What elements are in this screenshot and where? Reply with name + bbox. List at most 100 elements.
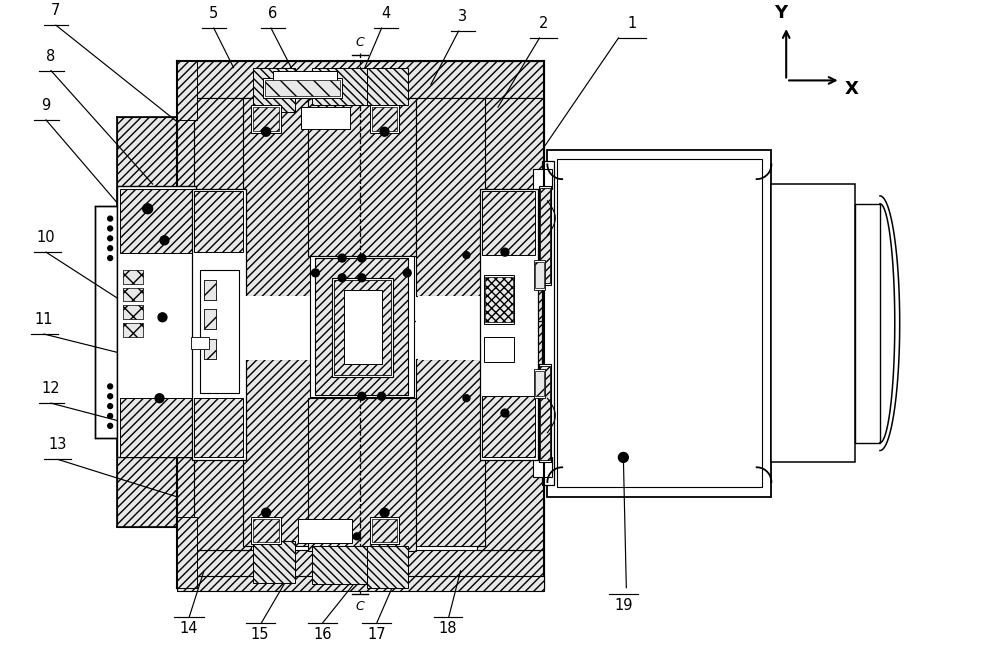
Bar (117, 186, 196, 457)
Bar (533, 169, 552, 189)
Text: X: X (844, 80, 858, 98)
Bar (372, 107, 397, 131)
Bar (251, 105, 281, 133)
Circle shape (158, 313, 167, 322)
Bar (312, 546, 367, 584)
Circle shape (463, 395, 470, 402)
Bar (123, 288, 143, 301)
Bar (191, 337, 209, 349)
Circle shape (108, 413, 113, 419)
Bar (315, 258, 408, 395)
Text: 12: 12 (42, 381, 60, 396)
Bar (547, 150, 771, 497)
Circle shape (262, 508, 271, 517)
Bar (310, 256, 414, 397)
Text: 17: 17 (367, 627, 386, 642)
Circle shape (155, 394, 164, 402)
Text: 13: 13 (49, 437, 67, 453)
Bar (855, 204, 880, 442)
Bar (301, 107, 350, 129)
Bar (332, 278, 393, 377)
Text: 6: 6 (268, 6, 278, 21)
Bar (192, 189, 246, 461)
Bar (123, 270, 143, 284)
Bar (416, 359, 485, 546)
Bar (192, 98, 251, 550)
Circle shape (108, 246, 113, 251)
Bar (123, 323, 143, 337)
Bar (482, 396, 535, 457)
Circle shape (108, 423, 113, 428)
Text: 10: 10 (37, 230, 55, 245)
Bar (372, 519, 397, 542)
Circle shape (358, 254, 366, 262)
Bar (204, 339, 216, 359)
Bar (123, 323, 143, 337)
Bar (344, 290, 382, 364)
Bar (253, 519, 279, 542)
Circle shape (380, 127, 389, 136)
Bar (265, 81, 340, 96)
Bar (370, 517, 399, 544)
Circle shape (108, 236, 113, 241)
Bar (273, 70, 337, 88)
Bar (416, 98, 485, 295)
Text: 2: 2 (539, 16, 548, 31)
Bar (123, 306, 143, 319)
Circle shape (380, 508, 389, 517)
Bar (308, 98, 416, 256)
Bar (177, 550, 544, 588)
Text: C: C (355, 36, 364, 49)
Bar (482, 191, 535, 255)
Circle shape (348, 315, 356, 323)
Bar (123, 270, 143, 284)
Circle shape (353, 533, 360, 540)
Bar (535, 371, 544, 396)
Circle shape (108, 216, 113, 221)
Text: Y: Y (774, 5, 787, 23)
Bar (534, 260, 545, 290)
Bar (533, 457, 552, 477)
Bar (120, 189, 194, 253)
Bar (204, 280, 216, 299)
Circle shape (108, 226, 113, 231)
Bar (539, 364, 551, 462)
Bar (418, 295, 483, 360)
Bar (253, 68, 295, 112)
Bar (308, 398, 416, 551)
Circle shape (403, 269, 411, 277)
Bar (251, 517, 281, 544)
Bar (123, 288, 143, 301)
Bar (334, 280, 391, 375)
Circle shape (378, 392, 386, 400)
Bar (177, 61, 197, 120)
Circle shape (108, 404, 113, 408)
Bar (557, 159, 762, 487)
Bar (177, 61, 544, 98)
Text: 8: 8 (46, 48, 56, 64)
Bar (95, 206, 117, 438)
Bar (204, 310, 216, 329)
Text: 14: 14 (180, 621, 198, 636)
Circle shape (358, 274, 366, 282)
Circle shape (358, 392, 366, 400)
Bar (95, 206, 120, 438)
Text: C: C (355, 600, 364, 613)
Bar (370, 105, 399, 133)
Text: 9: 9 (41, 98, 51, 113)
Bar (298, 519, 352, 543)
Circle shape (108, 394, 113, 399)
Circle shape (311, 269, 319, 277)
Bar (367, 546, 408, 588)
Circle shape (338, 274, 346, 282)
Bar (535, 262, 544, 288)
Bar (120, 398, 194, 457)
Bar (539, 186, 551, 284)
Bar (771, 184, 855, 462)
Circle shape (160, 236, 169, 244)
Bar (540, 366, 550, 461)
Bar (542, 161, 554, 485)
Bar (484, 337, 514, 362)
Bar (484, 275, 514, 324)
Bar (253, 541, 295, 583)
